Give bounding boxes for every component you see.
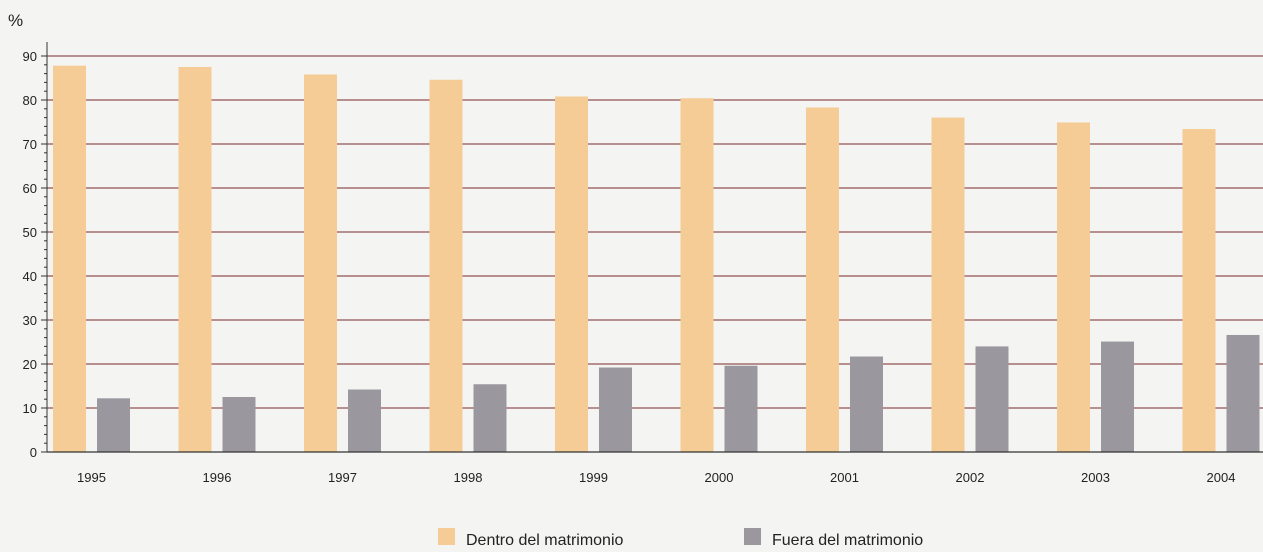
legend-fuera: Fuera del matrimonio <box>744 528 923 549</box>
y-tick-label: 0 <box>30 445 37 460</box>
y-tick-label: 40 <box>23 269 37 284</box>
bar-dentro-1995 <box>53 65 86 453</box>
legend-label: Fuera del matrimonio <box>772 532 923 549</box>
bar-dentro-2004 <box>1182 129 1216 453</box>
y-tick-label: 70 <box>23 137 37 152</box>
y-unit-label: % <box>8 11 23 30</box>
x-tick-label-2004: 2004 <box>1207 470 1236 485</box>
bar-fuera-1999 <box>599 367 632 452</box>
bar-fuera-2003 <box>1101 341 1134 452</box>
bar-dentro-1998 <box>429 79 463 452</box>
bar-fuera-2004 <box>1226 334 1260 452</box>
x-tick-label-1997: 1997 <box>328 470 357 485</box>
y-tick-label: 80 <box>23 93 37 108</box>
x-tick-label-1995: 1995 <box>77 470 106 485</box>
x-tick-label-1999: 1999 <box>579 470 608 485</box>
x-tick-label-1996: 1996 <box>203 470 232 485</box>
legend: Dentro del matrimonio Fuera del matrimoni… <box>438 528 923 549</box>
bar-fuera-1995 <box>97 398 130 452</box>
bar-fuera-2002 <box>975 346 1009 452</box>
y-tick-label: 20 <box>23 357 37 372</box>
y-tick-label: 90 <box>23 49 37 64</box>
bar-dentro-2001 <box>806 107 839 452</box>
bar-fuera-1996 <box>222 397 256 452</box>
bar-dentro-1999 <box>555 96 588 452</box>
bar-dentro-1997 <box>304 74 337 452</box>
bars <box>53 65 1260 453</box>
y-tick-label: 30 <box>23 313 37 328</box>
y-axis: 0 10 20 30 40 50 60 70 80 90 <box>23 42 48 460</box>
y-tick-label: 50 <box>23 225 37 240</box>
bar-fuera-2000 <box>724 365 758 452</box>
bar-dentro-2000 <box>680 98 714 453</box>
legend-swatch <box>438 528 455 545</box>
bar-fuera-1998 <box>473 384 507 452</box>
bar-dentro-2002 <box>931 117 965 452</box>
gridlines <box>47 55 1263 409</box>
bar-dentro-1996 <box>178 67 212 452</box>
bar-fuera-1997 <box>348 389 381 452</box>
x-axis: 1995 1996 1997 1998 1999 2000 2001 2002 2003 2004 <box>47 451 1263 485</box>
x-tick-label-2000: 2000 <box>705 470 734 485</box>
x-tick-label-2001: 2001 <box>830 470 859 485</box>
legend-swatch <box>744 528 761 545</box>
x-tick-label-2003: 2003 <box>1081 470 1110 485</box>
bar-fuera-2001 <box>850 356 883 452</box>
y-tick-label: 10 <box>23 401 37 416</box>
bar-dentro-2003 <box>1057 122 1090 452</box>
legend-dentro: Dentro del matrimonio <box>438 528 624 549</box>
x-tick-label-2002: 2002 <box>956 470 985 485</box>
legend-label: Dentro del matrimonio <box>466 532 624 549</box>
x-tick-label-1998: 1998 <box>454 470 483 485</box>
y-tick-label: 60 <box>23 181 37 196</box>
